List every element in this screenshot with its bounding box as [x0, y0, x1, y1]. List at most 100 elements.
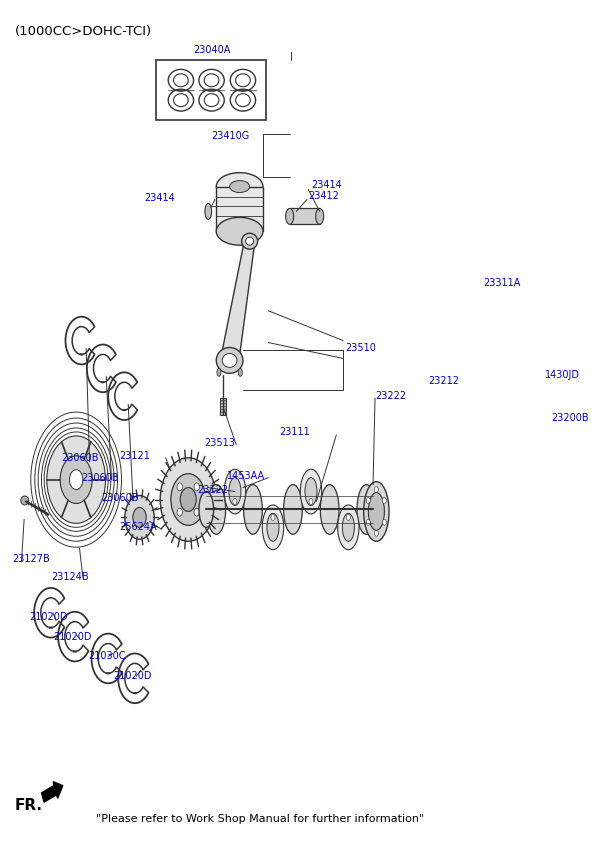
Circle shape	[546, 567, 560, 587]
Ellipse shape	[262, 505, 284, 550]
Bar	[220, 399, 227, 415]
Circle shape	[375, 487, 378, 493]
Text: 23040A: 23040A	[193, 46, 230, 55]
Ellipse shape	[216, 217, 263, 245]
Circle shape	[428, 382, 572, 597]
Bar	[216, 187, 263, 232]
Text: "Please refer to Work Shop Manual for further information": "Please refer to Work Shop Manual for fu…	[96, 814, 424, 824]
Ellipse shape	[305, 477, 317, 505]
Ellipse shape	[238, 484, 242, 494]
Ellipse shape	[238, 368, 243, 377]
Text: 21020D: 21020D	[29, 611, 68, 622]
Circle shape	[133, 507, 146, 527]
Text: 21030C: 21030C	[88, 651, 126, 661]
Circle shape	[194, 483, 200, 491]
Ellipse shape	[357, 484, 376, 534]
Ellipse shape	[246, 237, 254, 245]
Text: 25624A: 25624A	[119, 522, 157, 533]
Text: 23513: 23513	[204, 438, 235, 448]
Ellipse shape	[235, 480, 244, 499]
Circle shape	[47, 436, 106, 523]
Ellipse shape	[300, 469, 322, 514]
Ellipse shape	[230, 181, 250, 192]
Polygon shape	[220, 241, 255, 360]
Circle shape	[194, 508, 200, 516]
Ellipse shape	[368, 493, 384, 530]
Text: 23121: 23121	[119, 451, 150, 460]
Ellipse shape	[224, 469, 246, 514]
Circle shape	[177, 508, 182, 516]
Circle shape	[504, 533, 520, 556]
Circle shape	[375, 530, 378, 536]
Circle shape	[367, 519, 370, 525]
Circle shape	[233, 499, 237, 505]
Ellipse shape	[207, 484, 225, 534]
Ellipse shape	[284, 484, 302, 534]
Circle shape	[471, 526, 487, 550]
FancyArrow shape	[42, 782, 63, 802]
Circle shape	[497, 421, 513, 444]
Circle shape	[181, 488, 196, 511]
Ellipse shape	[216, 173, 263, 200]
Text: 23414: 23414	[311, 180, 342, 190]
Circle shape	[383, 519, 386, 525]
Ellipse shape	[222, 354, 237, 367]
Ellipse shape	[229, 477, 241, 505]
Ellipse shape	[363, 482, 389, 541]
Ellipse shape	[343, 513, 354, 541]
Circle shape	[481, 462, 518, 517]
Ellipse shape	[286, 209, 293, 225]
Text: 23414: 23414	[144, 193, 175, 204]
Circle shape	[271, 515, 275, 521]
Bar	[290, 209, 320, 225]
Text: 23222: 23222	[375, 391, 406, 401]
Text: 23060B: 23060B	[82, 472, 119, 483]
Ellipse shape	[338, 505, 359, 550]
Text: 23311A: 23311A	[483, 278, 521, 288]
Ellipse shape	[433, 472, 446, 507]
Circle shape	[465, 437, 481, 460]
Text: 23060B: 23060B	[101, 493, 139, 503]
Circle shape	[383, 498, 386, 504]
Circle shape	[60, 455, 92, 504]
Circle shape	[177, 483, 182, 491]
Text: 23510: 23510	[345, 343, 376, 354]
Text: 21020D: 21020D	[113, 672, 152, 681]
Text: 23111: 23111	[279, 427, 309, 437]
Ellipse shape	[316, 209, 324, 225]
Text: 23124B: 23124B	[51, 572, 88, 582]
Text: 23060B: 23060B	[61, 453, 99, 463]
Text: 23410G: 23410G	[211, 131, 249, 141]
Text: 23412: 23412	[308, 191, 339, 200]
Circle shape	[550, 572, 556, 582]
Text: 23212: 23212	[429, 377, 459, 387]
Text: 23200B: 23200B	[551, 413, 589, 423]
Circle shape	[346, 515, 351, 521]
Bar	[156, 60, 266, 120]
Text: 1430JD: 1430JD	[545, 371, 580, 380]
Text: FR.: FR.	[15, 798, 43, 813]
Ellipse shape	[244, 484, 262, 534]
Ellipse shape	[321, 484, 339, 534]
Ellipse shape	[217, 368, 221, 377]
Circle shape	[491, 476, 509, 504]
Circle shape	[69, 470, 83, 489]
Circle shape	[528, 498, 544, 522]
Text: 23122: 23122	[198, 484, 228, 494]
Text: (1000CC>DOHC-TCI): (1000CC>DOHC-TCI)	[15, 25, 152, 37]
Ellipse shape	[21, 496, 29, 505]
Ellipse shape	[242, 233, 258, 249]
Text: 21020D: 21020D	[53, 632, 92, 642]
Circle shape	[433, 390, 567, 589]
Circle shape	[453, 483, 469, 507]
Circle shape	[367, 498, 370, 504]
Ellipse shape	[205, 204, 212, 220]
Ellipse shape	[199, 492, 214, 527]
Circle shape	[171, 474, 206, 525]
Circle shape	[160, 458, 216, 541]
Circle shape	[309, 499, 313, 505]
Ellipse shape	[216, 348, 243, 373]
Circle shape	[440, 400, 560, 579]
Circle shape	[125, 495, 154, 539]
Ellipse shape	[267, 513, 279, 541]
